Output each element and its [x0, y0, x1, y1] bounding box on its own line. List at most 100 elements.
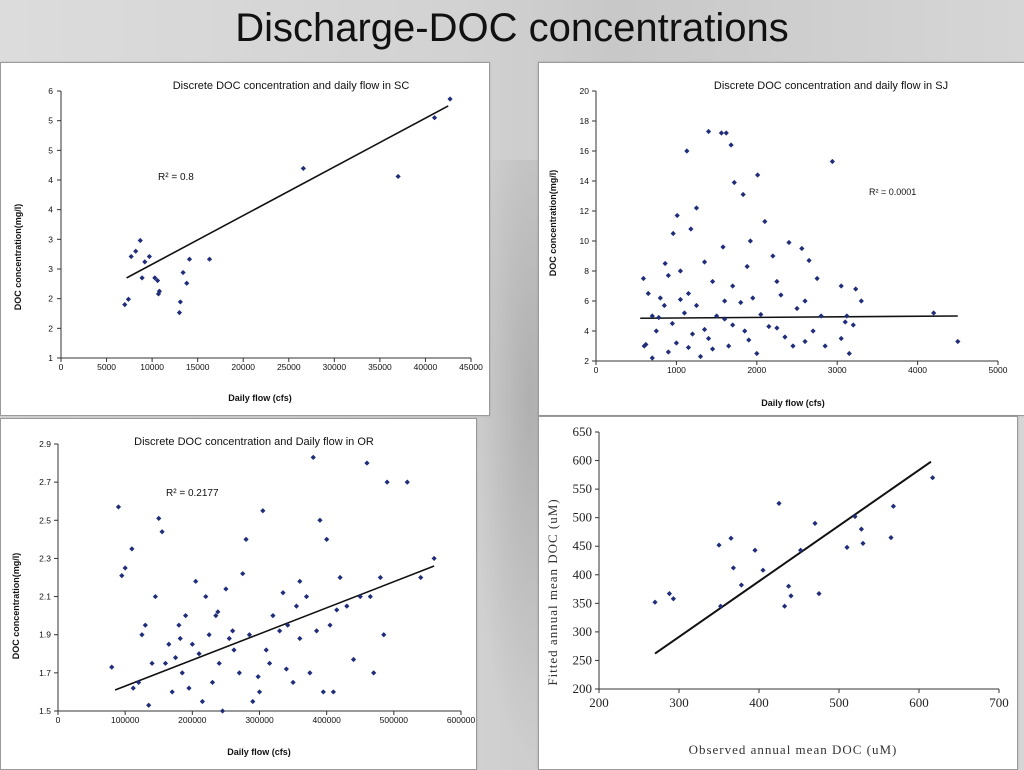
data-point [172, 655, 179, 661]
data-point [177, 299, 183, 305]
data-point [730, 322, 736, 328]
data-point [176, 622, 182, 628]
data-point [747, 238, 753, 244]
data-point [844, 313, 850, 319]
data-point [774, 278, 780, 285]
data-point [760, 567, 766, 573]
x-tick-label: 1000 [667, 365, 686, 375]
y-tick-label: 3 [48, 264, 53, 274]
data-point [844, 544, 850, 550]
data-point [649, 313, 655, 319]
data-point [206, 632, 212, 638]
x-tick-label: 500 [829, 695, 849, 710]
trend-line [654, 460, 932, 655]
data-point [307, 670, 313, 676]
y-tick-label: 4 [48, 175, 53, 185]
data-point [649, 355, 655, 361]
chart-panel-sc: Discrete DOC concentration and daily flo… [0, 62, 490, 416]
data-point [128, 253, 134, 260]
data-point [786, 583, 792, 589]
y-tick-label: 1.9 [39, 630, 51, 640]
data-point [231, 647, 237, 653]
data-point [179, 670, 185, 676]
data-point [661, 302, 667, 309]
x-tick-label: 300000 [245, 715, 274, 725]
x-tick-label: 5000 [97, 362, 116, 372]
y-tick-label: 5 [48, 116, 53, 126]
data-point [176, 310, 183, 316]
data-point [189, 641, 195, 647]
y-tick-label: 4 [584, 326, 589, 336]
data-point [701, 259, 708, 265]
x-tick-label: 600 [909, 695, 929, 710]
data-point [280, 590, 286, 596]
data-point [223, 586, 229, 592]
data-point [320, 689, 326, 695]
chart-panel-fitted: Observed annual mean DOC (uM) Fitted ann… [538, 416, 1018, 770]
data-point [782, 334, 788, 340]
data-point [850, 322, 856, 328]
data-point [169, 689, 175, 695]
data-point [802, 338, 808, 345]
x-tick-label: 45000 [459, 362, 483, 372]
data-point [858, 298, 864, 304]
data-point [812, 520, 818, 526]
data-point [754, 350, 760, 357]
x-axis-label: Daily flow (cfs) [227, 747, 291, 757]
x-tick-label: 500000 [380, 715, 409, 725]
data-point [685, 344, 692, 351]
data-point [270, 613, 276, 619]
data-point [154, 277, 161, 284]
data-point [742, 328, 748, 334]
data-point [681, 310, 688, 316]
data-point [689, 331, 696, 337]
x-tick-label: 0 [56, 715, 61, 725]
data-point [744, 263, 750, 270]
data-point [122, 302, 128, 308]
x-tick-label: 30000 [323, 362, 347, 372]
chart-sj: Discrete DOC concentration and daily flo… [548, 80, 1008, 408]
x-tick-label: 10000 [140, 362, 164, 372]
data-point [888, 535, 894, 541]
data-point [818, 313, 824, 319]
data-point [431, 115, 438, 121]
data-point [802, 298, 808, 304]
data-point [418, 574, 424, 581]
data-point [673, 340, 679, 346]
data-point [159, 529, 165, 535]
data-point [156, 515, 162, 521]
y-tick-label: 8 [584, 266, 589, 276]
chart-title: Discrete DOC concentration and daily flo… [714, 80, 948, 92]
data-point [129, 546, 135, 552]
data-point [344, 603, 350, 609]
x-tick-label: 25000 [277, 362, 301, 372]
trend-line [126, 105, 449, 279]
data-point [162, 660, 169, 666]
data-point [645, 290, 651, 297]
data-point [226, 635, 232, 642]
data-point [334, 607, 340, 613]
y-tick-label: 200 [573, 681, 593, 696]
data-point [166, 641, 172, 647]
y-tick-label: 300 [573, 624, 593, 639]
data-point [142, 259, 148, 265]
data-point [377, 574, 383, 581]
data-point [730, 283, 736, 289]
data-point [688, 226, 694, 232]
data-point [693, 205, 700, 211]
data-point [152, 593, 158, 600]
data-point [731, 179, 737, 186]
data-point [816, 591, 822, 597]
data-point [853, 286, 859, 292]
x-tick-label: 2000 [747, 365, 766, 375]
data-point [669, 320, 675, 327]
y-tick-label: 20 [580, 86, 590, 96]
data-point [930, 475, 936, 481]
x-tick-label: 200000 [178, 715, 207, 725]
data-point [250, 698, 256, 705]
x-tick-label: 100000 [111, 715, 140, 725]
data-point [216, 660, 222, 666]
y-tick-label: 2 [48, 294, 53, 304]
data-point [693, 302, 700, 309]
x-tick-label: 40000 [414, 362, 438, 372]
